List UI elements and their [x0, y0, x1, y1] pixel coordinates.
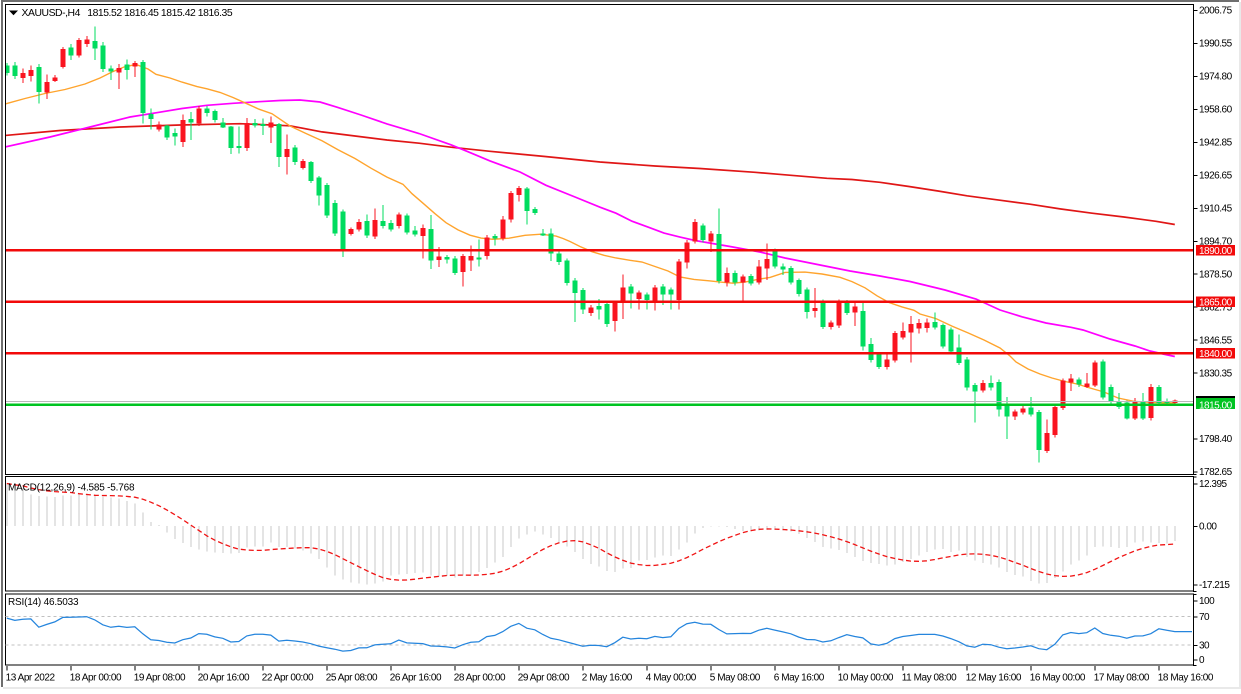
- svg-text:1846.55: 1846.55: [1199, 335, 1233, 346]
- svg-text:1894.70: 1894.70: [1199, 236, 1233, 247]
- svg-text:12 May 16:00: 12 May 16:00: [966, 672, 1022, 683]
- svg-text:22 Apr 00:00: 22 Apr 00:00: [262, 672, 314, 683]
- svg-text:-17.215: -17.215: [1199, 580, 1230, 591]
- svg-text:1815.00: 1815.00: [1199, 400, 1233, 411]
- svg-text:1862.75: 1862.75: [1199, 302, 1233, 313]
- svg-text:100: 100: [1199, 596, 1215, 607]
- svg-text:29 Apr 08:00: 29 Apr 08:00: [518, 672, 570, 683]
- svg-text:11 May 08:00: 11 May 08:00: [902, 672, 957, 683]
- svg-text:1840.00: 1840.00: [1199, 349, 1233, 360]
- svg-text:2 May 16:00: 2 May 16:00: [582, 672, 633, 683]
- svg-text:4 May 00:00: 4 May 00:00: [646, 672, 697, 683]
- svg-text:MACD(12,26,9) -4.585 -5.768: MACD(12,26,9) -4.585 -5.768: [8, 482, 135, 493]
- svg-text:6 May 16:00: 6 May 16:00: [774, 672, 825, 683]
- svg-text:19 Apr 08:00: 19 Apr 08:00: [134, 672, 186, 683]
- svg-text:16 May 00:00: 16 May 00:00: [1030, 672, 1086, 683]
- svg-text:12.395: 12.395: [1199, 479, 1228, 490]
- svg-text:20 Apr 16:00: 20 Apr 16:00: [198, 672, 250, 683]
- svg-text:1926.65: 1926.65: [1199, 171, 1233, 182]
- svg-text:1910.45: 1910.45: [1199, 204, 1233, 215]
- svg-text:26 Apr 16:00: 26 Apr 16:00: [390, 672, 442, 683]
- svg-text:1958.60: 1958.60: [1199, 105, 1233, 116]
- svg-text:RSI(14) 46.5033: RSI(14) 46.5033: [8, 597, 79, 608]
- svg-text:18 Apr 00:00: 18 Apr 00:00: [70, 672, 122, 683]
- svg-text:30: 30: [1199, 641, 1210, 652]
- svg-text:1974.80: 1974.80: [1199, 72, 1233, 83]
- svg-text:25 Apr 08:00: 25 Apr 08:00: [326, 672, 378, 683]
- svg-text:1782.65: 1782.65: [1199, 467, 1233, 478]
- svg-text:2006.75: 2006.75: [1199, 6, 1233, 17]
- svg-text:10 May 00:00: 10 May 00:00: [838, 672, 894, 683]
- svg-text:1878.50: 1878.50: [1199, 269, 1233, 280]
- svg-text:0: 0: [1199, 655, 1205, 666]
- svg-text:70: 70: [1199, 612, 1210, 623]
- svg-text:13 Apr 2022: 13 Apr 2022: [6, 672, 56, 683]
- svg-text:18 May 16:00: 18 May 16:00: [1158, 672, 1214, 683]
- svg-text:1830.35: 1830.35: [1199, 368, 1233, 379]
- svg-text:1990.55: 1990.55: [1199, 39, 1233, 50]
- svg-text:28 Apr 00:00: 28 Apr 00:00: [454, 672, 506, 683]
- svg-text:1798.40: 1798.40: [1199, 434, 1233, 445]
- svg-text:17 May 08:00: 17 May 08:00: [1094, 672, 1150, 683]
- svg-text:0.00: 0.00: [1199, 522, 1217, 533]
- svg-text:1865.00: 1865.00: [1199, 297, 1233, 308]
- svg-text:1890.00: 1890.00: [1199, 246, 1233, 257]
- svg-text:1942.85: 1942.85: [1199, 138, 1233, 149]
- svg-text:XAUUSD-,H4 1815.52 1816.45 1: XAUUSD-,H4 1815.52 1816.45 1815.42 1816.…: [22, 8, 233, 19]
- svg-text:5 May 08:00: 5 May 08:00: [710, 672, 761, 683]
